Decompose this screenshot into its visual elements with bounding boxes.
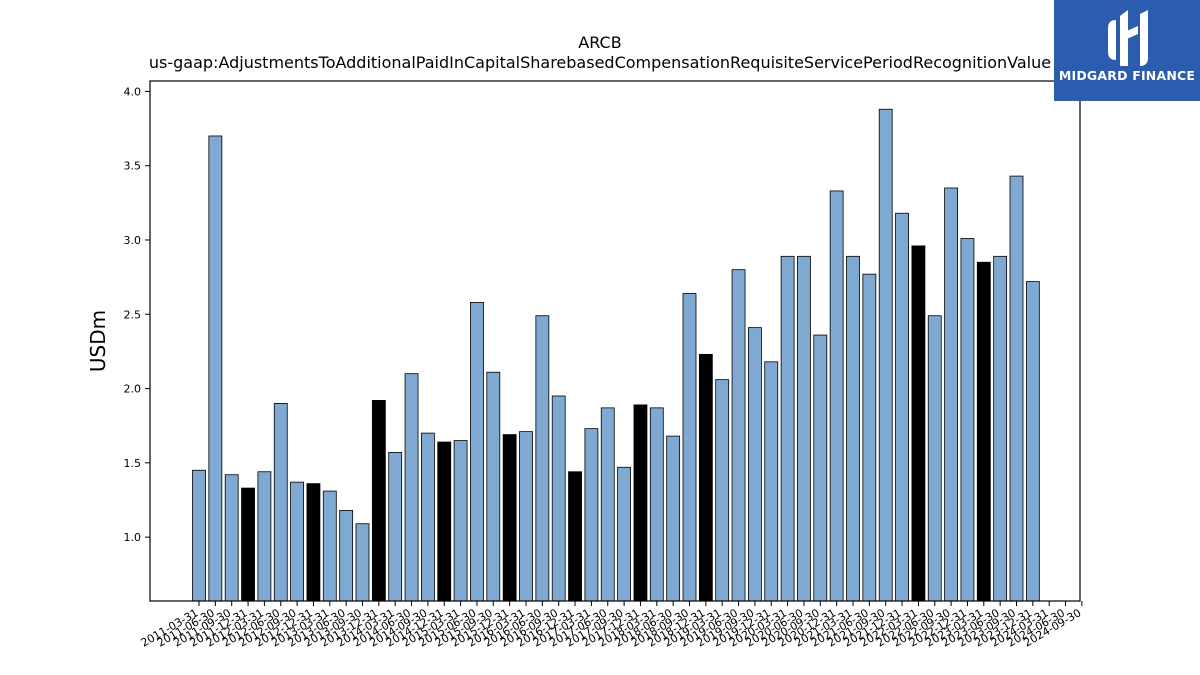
bar: [633, 404, 648, 602]
y-tick-label: 1.5: [124, 457, 142, 470]
bar: [355, 523, 370, 602]
bar: [306, 483, 321, 602]
plot-frame: [149, 80, 1081, 602]
brand-logo: MIDGARD FINANCE: [1054, 0, 1200, 101]
bar: [535, 315, 550, 602]
bar: [453, 440, 468, 602]
bar: [208, 135, 223, 602]
bar: [257, 471, 272, 602]
bar: [486, 371, 501, 602]
bar: [568, 471, 582, 602]
bar: [224, 474, 239, 602]
bar: [339, 509, 354, 602]
y-tick-label: 1.0: [124, 531, 142, 544]
bar: [290, 481, 305, 602]
bar: [976, 261, 991, 602]
bar: [666, 435, 681, 602]
y-tick-label: 3.5: [124, 160, 142, 173]
bar: [1009, 175, 1024, 602]
bar: [960, 238, 975, 602]
bar: [388, 452, 403, 602]
bar: [698, 353, 713, 602]
bar: [944, 187, 958, 602]
bar: [192, 469, 206, 602]
bar: [911, 245, 926, 602]
bar: [322, 490, 337, 602]
bar: [371, 400, 386, 602]
y-tick-label: 3.0: [124, 234, 142, 247]
bar: [748, 327, 762, 602]
bar: [878, 108, 893, 602]
bar: [731, 269, 746, 602]
bar: [715, 379, 730, 602]
bar: [649, 407, 664, 602]
bar: [420, 432, 435, 602]
bar: [600, 407, 615, 602]
bar: [764, 361, 779, 602]
bar: [927, 315, 942, 602]
bar: [470, 301, 484, 602]
bar: [862, 273, 877, 602]
y-tick-label: 4.0: [124, 85, 142, 98]
y-tick-label: 2.5: [124, 308, 142, 321]
logo-text: MIDGARD FINANCE: [1058, 68, 1196, 83]
chart-title: ARCB: [578, 33, 622, 52]
bar: [241, 487, 255, 602]
bar: [437, 441, 452, 602]
bar: [797, 255, 811, 602]
chart-subtitle: us-gaap:AdjustmentsToAdditionalPaidInCap…: [148, 53, 1052, 72]
bar: [780, 255, 795, 602]
bar: [617, 466, 631, 602]
bar: [404, 373, 419, 602]
bar: [502, 434, 517, 602]
bar: [895, 212, 909, 602]
bar: [519, 431, 533, 602]
bar: [993, 255, 1008, 602]
bar: [813, 334, 828, 602]
bar: [846, 255, 860, 602]
midgard-logo-icon: [1108, 10, 1148, 66]
bar: [682, 293, 697, 602]
bar: [829, 190, 844, 602]
bar: [584, 428, 599, 602]
y-tick-label: 2.0: [124, 383, 142, 396]
bar: [273, 402, 288, 602]
bar: [551, 395, 566, 602]
y-axis-label: USDm: [86, 310, 110, 372]
bar: [1025, 281, 1040, 602]
